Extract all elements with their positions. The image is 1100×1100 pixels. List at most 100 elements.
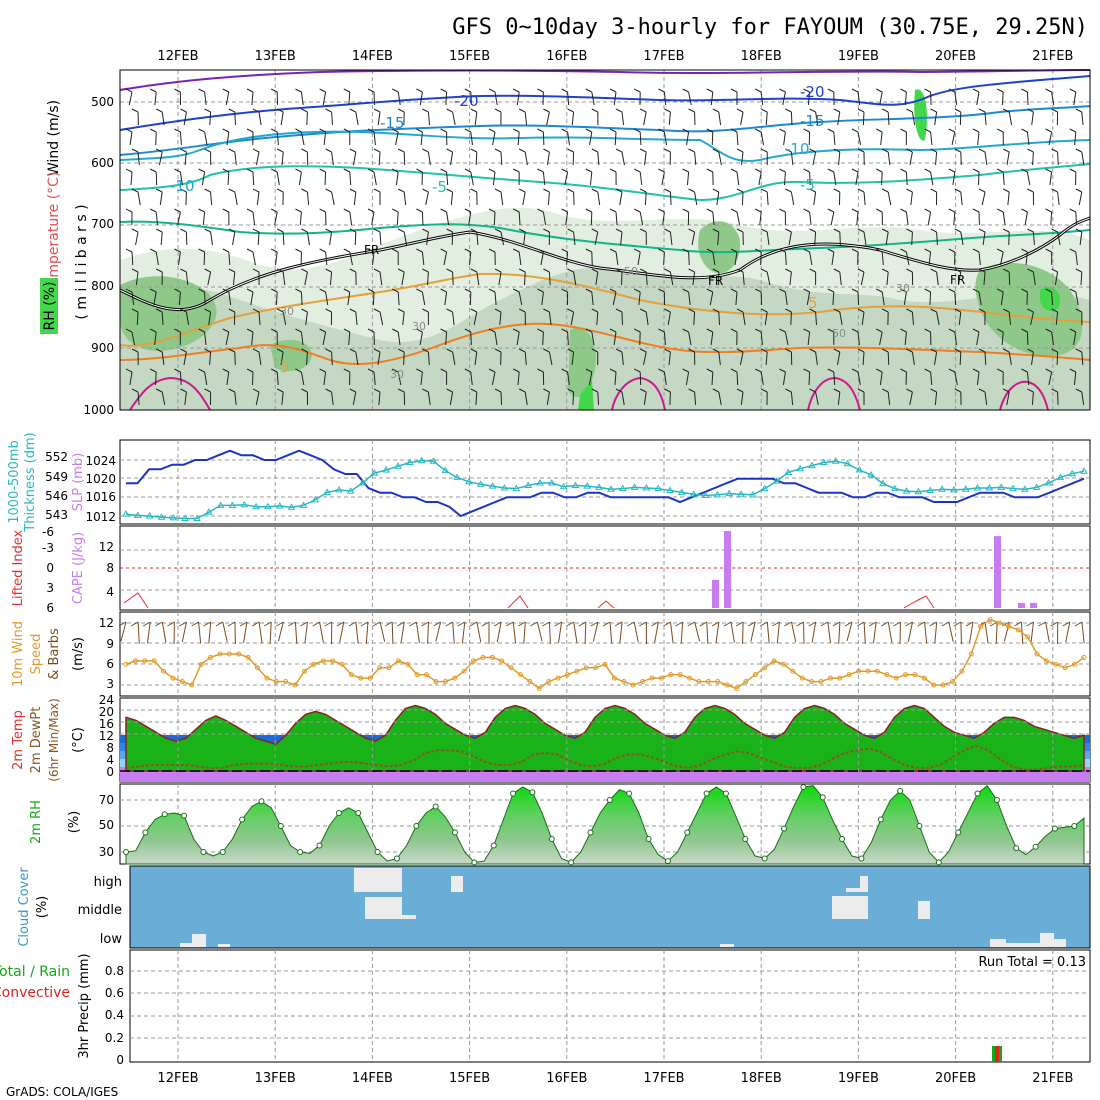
upper-barb-flag [875,208,883,213]
upper-barb-flag [712,388,720,393]
upper-barb-flag [518,148,526,153]
upper-barb-flag [809,228,816,233]
upper-barb-flag [1045,248,1052,253]
upper-barb [758,171,762,186]
wind-speed-marker [649,675,655,681]
upper-barb [957,271,962,286]
thickness-marker [630,483,639,490]
upper-barb [857,91,861,106]
upper-barb [154,331,157,346]
upper-barb [619,191,623,206]
surface-barb [827,621,832,644]
upper-barb-flag [658,128,665,133]
upper-barb [452,351,456,366]
upper-barb-flag [422,228,429,233]
rh-marker [568,859,575,866]
thickness-markers [122,456,1088,521]
upper-barb [1081,111,1084,126]
tick-900: 900 [91,341,114,355]
surface-barb [476,621,482,643]
upper-barb-flag [948,128,956,133]
upper-barb [280,111,284,126]
upper-barb [688,291,691,306]
upper-barb-flag [204,228,211,233]
wind-speed-marker [743,679,749,685]
upper-barb-flag [1051,108,1058,113]
upper-barb [201,171,206,186]
upper-barb-flag [1045,88,1052,93]
upper-barb-flag [906,388,913,393]
upper-barb [983,271,986,286]
upper-barb-flag [1075,188,1083,193]
upper-barb-flag [779,248,786,253]
upper-barb-flag [325,188,332,193]
surface-barb [146,621,151,644]
thickness-marker [311,495,320,503]
upper-barb-flag [924,208,931,213]
upper-barb-flag [881,148,889,153]
upper-barb [566,251,569,266]
rh-marker [335,810,342,816]
surface-barb [1081,621,1085,644]
surface-barb-flag [856,621,865,627]
upper-barb [881,251,884,266]
upper-barb-flag [609,288,617,293]
upper-barb [419,91,423,106]
label-fr-0: FR [364,243,379,257]
upper-barb-flag [198,248,205,253]
wind-speed-marker [348,672,354,678]
rh-marker [297,849,304,855]
upper-barb-flag [881,348,889,353]
upper-barb-flag [760,148,768,153]
upper-barb [474,351,478,366]
wind-speed-marker [245,654,251,660]
wind-speed-marker [471,658,477,664]
rh-marker [993,797,1000,803]
surface-barb-flag [554,621,562,627]
upper-barb-flag [609,208,617,213]
upper-barb [420,131,423,146]
upper-barb [788,231,792,246]
upper-barb [790,311,792,326]
thickness-marker [394,462,402,469]
upper-barb-flag [470,108,478,113]
thickness-marker [973,484,982,491]
upper-barb [784,291,788,306]
upper-barb-flag [978,388,986,393]
upper-barb-flag [996,328,1004,333]
li-tick-4: 6 [46,601,54,615]
upper-barb [523,231,526,246]
upper-barb-flag [857,108,865,113]
surface-barb [730,621,735,643]
upper-barb-flag [204,108,211,113]
rh-tick-30: 30 [99,845,114,859]
upper-barb-flag [924,128,931,133]
upper-barb-flag [180,268,187,273]
upper-barb-flag [488,368,496,373]
upper-barb-flag [900,248,907,253]
cape-bar [1030,602,1037,608]
thickness-marker [1009,484,1017,492]
upper-barb [135,231,139,246]
rh-region-bright-c [578,380,594,410]
upper-barb-flag [730,128,738,133]
upper-barb-flag [978,188,986,193]
upper-barb-flag [222,288,230,293]
surface-barb [269,621,272,644]
upper-barb-flag [518,308,526,313]
upper-barb-flag [319,88,326,93]
wind-speed-marker [733,685,739,691]
ylabel-rh: RH (%) [42,282,58,331]
upper-barb-flag [900,288,907,293]
upper-barb [185,271,189,286]
wind-speed-marker [536,685,542,691]
upper-barb [766,191,769,206]
upper-barb-flag [349,188,357,193]
upper-barb-flag [295,128,302,133]
wind-speed-marker [640,679,646,685]
wind-speed-marker [696,679,702,685]
upper-barb [349,171,352,186]
upper-barb [1081,391,1085,406]
upper-barb-flag [325,228,332,233]
upper-barb [542,331,544,346]
